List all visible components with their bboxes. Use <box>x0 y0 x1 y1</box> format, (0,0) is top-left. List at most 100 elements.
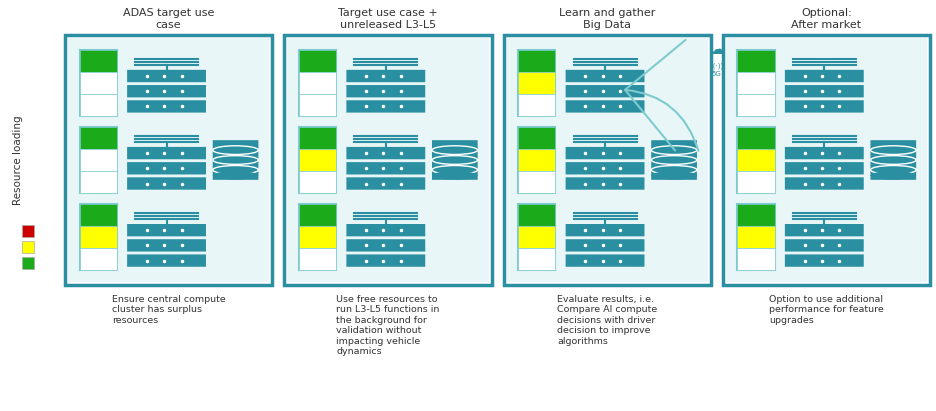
FancyBboxPatch shape <box>127 239 206 252</box>
Bar <box>299 149 336 171</box>
Bar <box>518 204 555 226</box>
Bar <box>518 50 555 72</box>
FancyBboxPatch shape <box>785 70 864 82</box>
Text: Resource loading: Resource loading <box>13 115 23 205</box>
FancyBboxPatch shape <box>565 177 645 189</box>
Bar <box>518 171 555 193</box>
Bar <box>518 94 555 116</box>
FancyBboxPatch shape <box>785 239 864 252</box>
Bar <box>738 72 775 94</box>
Bar <box>80 127 117 149</box>
Bar <box>22 241 34 253</box>
Bar <box>518 127 555 149</box>
Bar <box>738 226 775 248</box>
Text: Evaluate results, i.e.
Compare AI compute
decisions with driver
decision to impr: Evaluate results, i.e. Compare AI comput… <box>557 295 657 346</box>
FancyBboxPatch shape <box>504 35 710 285</box>
FancyBboxPatch shape <box>65 35 272 285</box>
FancyBboxPatch shape <box>299 50 336 116</box>
FancyBboxPatch shape <box>68 38 270 282</box>
Text: Option to use additional
performance for feature
upgrades: Option to use additional performance for… <box>769 295 884 325</box>
Bar <box>738 149 775 171</box>
FancyBboxPatch shape <box>785 147 864 159</box>
Bar <box>738 171 775 193</box>
Bar <box>80 171 117 193</box>
FancyBboxPatch shape <box>127 70 206 82</box>
FancyBboxPatch shape <box>565 224 645 236</box>
Bar <box>299 127 336 149</box>
FancyBboxPatch shape <box>725 38 927 282</box>
FancyBboxPatch shape <box>565 254 645 267</box>
FancyBboxPatch shape <box>785 254 864 267</box>
FancyBboxPatch shape <box>346 162 425 174</box>
Bar <box>738 94 775 116</box>
FancyBboxPatch shape <box>299 127 336 193</box>
Bar <box>80 248 117 270</box>
Ellipse shape <box>432 171 477 180</box>
Ellipse shape <box>870 171 916 180</box>
FancyBboxPatch shape <box>785 85 864 97</box>
FancyBboxPatch shape <box>127 224 206 236</box>
Bar <box>80 226 117 248</box>
FancyBboxPatch shape <box>346 239 425 252</box>
FancyBboxPatch shape <box>432 140 477 180</box>
FancyBboxPatch shape <box>506 38 708 282</box>
Bar <box>80 72 117 94</box>
FancyBboxPatch shape <box>518 127 555 193</box>
Bar <box>299 226 336 248</box>
FancyBboxPatch shape <box>870 140 916 180</box>
FancyBboxPatch shape <box>738 204 775 270</box>
FancyBboxPatch shape <box>346 100 425 113</box>
Text: ADAS target use
case: ADAS target use case <box>123 8 214 30</box>
FancyBboxPatch shape <box>80 204 117 270</box>
FancyBboxPatch shape <box>518 50 555 116</box>
FancyBboxPatch shape <box>287 38 489 282</box>
FancyBboxPatch shape <box>346 70 425 82</box>
FancyBboxPatch shape <box>80 50 117 116</box>
Text: ☁: ☁ <box>709 42 724 58</box>
Text: Target use case +
unreleased L3-L5: Target use case + unreleased L3-L5 <box>338 8 438 30</box>
FancyBboxPatch shape <box>651 140 697 180</box>
FancyBboxPatch shape <box>785 224 864 236</box>
FancyBboxPatch shape <box>518 204 555 270</box>
FancyBboxPatch shape <box>346 254 425 267</box>
FancyBboxPatch shape <box>346 224 425 236</box>
FancyBboxPatch shape <box>565 100 645 113</box>
Bar <box>299 72 336 94</box>
FancyBboxPatch shape <box>346 147 425 159</box>
Ellipse shape <box>651 171 697 180</box>
Bar <box>518 248 555 270</box>
Bar <box>299 94 336 116</box>
Bar <box>518 226 555 248</box>
FancyBboxPatch shape <box>785 162 864 174</box>
FancyBboxPatch shape <box>565 70 645 82</box>
FancyBboxPatch shape <box>785 100 864 113</box>
FancyBboxPatch shape <box>127 162 206 174</box>
Text: Optional:
After market: Optional: After market <box>791 8 861 30</box>
Bar <box>299 204 336 226</box>
FancyBboxPatch shape <box>738 50 775 116</box>
FancyBboxPatch shape <box>80 127 117 193</box>
FancyBboxPatch shape <box>565 162 645 174</box>
Bar <box>80 204 117 226</box>
Bar <box>518 149 555 171</box>
FancyBboxPatch shape <box>346 85 425 97</box>
FancyBboxPatch shape <box>785 177 864 189</box>
FancyBboxPatch shape <box>346 177 425 189</box>
FancyBboxPatch shape <box>127 147 206 159</box>
Bar <box>80 149 117 171</box>
Bar <box>299 248 336 270</box>
FancyBboxPatch shape <box>565 147 645 159</box>
FancyBboxPatch shape <box>212 140 258 180</box>
Bar <box>80 50 117 72</box>
Bar <box>738 248 775 270</box>
Text: Ensure central compute
cluster has surplus
resources: Ensure central compute cluster has surpl… <box>111 295 226 325</box>
FancyBboxPatch shape <box>738 127 775 193</box>
Bar <box>738 50 775 72</box>
Bar <box>518 72 555 94</box>
Bar <box>299 171 336 193</box>
FancyBboxPatch shape <box>127 177 206 189</box>
FancyBboxPatch shape <box>127 85 206 97</box>
Bar <box>738 127 775 149</box>
Bar <box>22 257 34 269</box>
FancyBboxPatch shape <box>285 35 491 285</box>
